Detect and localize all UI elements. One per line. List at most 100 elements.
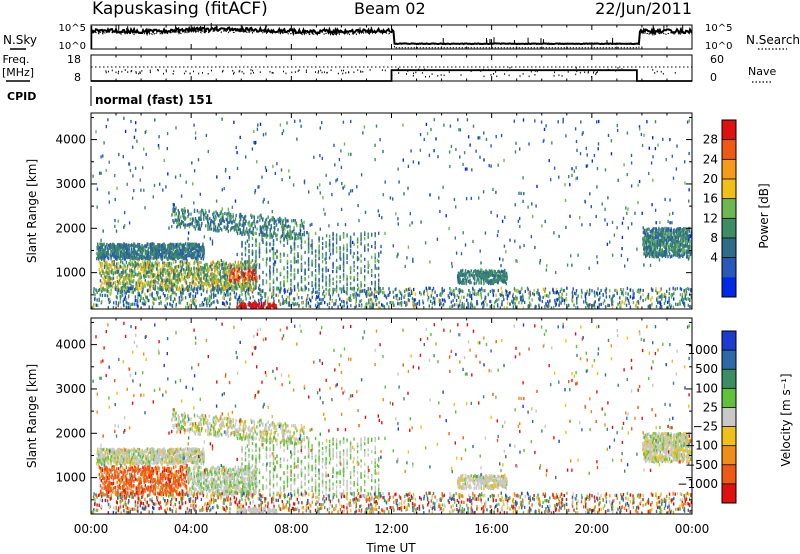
power-cell [117,250,119,254]
power-cell [104,288,107,292]
power-cell [133,256,136,260]
power-cell [158,261,160,265]
power-cell [169,273,171,277]
power-cell [203,276,205,280]
power-cell [378,279,380,283]
power-cell [150,283,152,287]
power-cell [267,215,269,219]
power-cell [365,294,368,298]
nave-dot [496,75,498,78]
power-cell [371,281,373,285]
power-cell [238,284,241,288]
power-cell [271,218,274,222]
power-cell [300,246,303,250]
power-cell [233,266,235,270]
power-cell [188,223,190,227]
power-cell [353,286,355,290]
power-cell [194,282,196,287]
power-cell [318,266,320,270]
power-cell [164,247,166,251]
power-cell [138,248,140,252]
power-cell [503,275,505,279]
power-cell [497,281,499,285]
power-cell [374,260,376,264]
power-cell [138,293,141,297]
power-cell [241,268,243,272]
power-cell [662,253,664,258]
freq-label: Freq. [2,53,29,66]
power-cell [646,228,648,232]
power-cell [242,220,245,224]
power-cell [149,250,152,254]
power-cell [179,262,181,267]
power-cell [253,219,255,224]
power-cell [181,252,183,256]
power-cell [177,250,179,254]
power-cell [279,240,282,244]
power-cell [201,281,203,285]
power-cell [210,227,213,231]
nave-dot [397,67,399,70]
power-cell [332,251,334,255]
power-cell [431,289,434,293]
power-cell [648,252,651,256]
power-cell [195,244,198,249]
power-cell [357,286,360,290]
power-cell [411,291,413,295]
power-cell [107,283,110,287]
power-cell [237,260,240,264]
power-cell [152,264,154,268]
power-cell [244,260,246,264]
power-cell [124,264,126,268]
power-cell [220,282,222,286]
power-cell [161,265,164,269]
power-cell [269,219,271,224]
power-cell [163,243,165,247]
power-cell [220,276,223,280]
noise-panel: 10^5 10^0 10^5 10^0 [59,22,732,52]
power-cell [549,299,551,303]
power-cell [243,232,245,236]
power-cell [658,228,660,232]
power-cell [429,286,431,290]
power-cell [222,284,224,288]
power-cell [207,221,209,226]
power-cell [114,268,116,272]
power-cell [163,286,165,290]
power-cell [181,246,183,250]
power-cell [241,233,243,237]
power-cell [119,264,121,268]
power-cell [191,217,194,221]
power-cell [174,268,177,272]
nave-dot [575,73,577,76]
power-cell [151,251,153,256]
power-cell [244,284,247,288]
power-cell [216,279,218,283]
power-cell [378,266,380,270]
power-cell [178,272,181,276]
power-cell [193,225,195,229]
power-cell [155,248,157,252]
power-cell [490,278,493,283]
power-cell [673,241,676,245]
power-cell [131,250,134,255]
power-cell [478,278,480,282]
power-cell [173,277,175,281]
power-cell [209,227,211,231]
nave-dot [460,74,462,76]
power-cell [146,253,148,257]
power-cell [208,267,211,271]
power-cell [407,287,410,292]
power-cell [684,296,686,300]
power-cell [360,267,362,271]
power-cell [661,230,663,234]
power-cell [273,230,275,234]
power-cell [349,275,352,280]
power-cell [679,249,682,253]
power-cell [123,244,125,249]
nave-dot [579,71,581,74]
power-cell [145,254,148,258]
power-cell [568,303,570,307]
power-cell [150,275,152,279]
power-cell [203,216,205,220]
